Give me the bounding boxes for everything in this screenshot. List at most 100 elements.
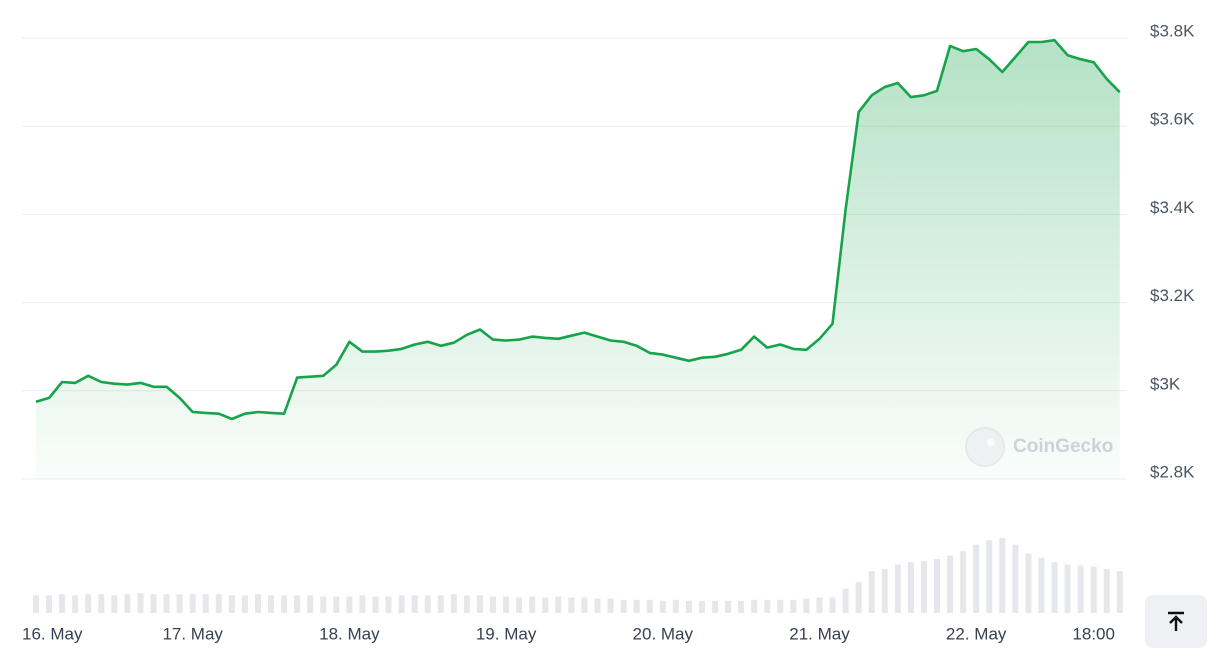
volume-bar: [555, 596, 562, 613]
volume-bar: [333, 596, 340, 613]
volume-bar: [685, 600, 692, 613]
volume-bar: [137, 593, 144, 613]
volume-bar: [411, 595, 418, 613]
arrow-up-icon: [1168, 611, 1184, 631]
volume-bar: [947, 555, 954, 613]
volume-bar: [868, 571, 875, 613]
volume-bar: [751, 599, 758, 613]
volume-bar: [698, 600, 705, 613]
volume-bar: [359, 595, 366, 613]
volume-bar: [163, 594, 170, 613]
y-tick-label: $3.2K: [1150, 286, 1195, 305]
volume-bar: [398, 595, 405, 613]
volume-bar: [829, 597, 836, 613]
volume-bar: [463, 595, 470, 613]
volume-bar: [542, 597, 549, 613]
volume-bar: [1051, 562, 1058, 613]
volume-bar: [764, 599, 771, 613]
x-tick-label: 17. May: [162, 624, 223, 643]
watermark: CoinGecko: [965, 427, 1113, 467]
y-tick-label: $3.4K: [1150, 198, 1195, 217]
volume-bar: [490, 596, 497, 613]
volume-bar: [385, 596, 392, 613]
y-tick-label: $3.6K: [1150, 110, 1195, 129]
volume-bar: [960, 551, 967, 613]
volume-bar: [450, 594, 457, 613]
volume-bar: [72, 595, 79, 613]
x-tick-label: 19. May: [476, 624, 537, 643]
volume-bar: [307, 595, 314, 613]
volume-bar: [529, 596, 536, 613]
volume-bar: [1012, 544, 1019, 613]
volume-bar: [228, 595, 235, 613]
volume-bar: [816, 597, 823, 613]
volume-bar: [254, 594, 261, 613]
y-tick-label: $3.8K: [1150, 21, 1195, 40]
volume-bar: [98, 594, 105, 613]
volume-bar: [516, 597, 523, 613]
x-tick-label: 18:00: [1072, 624, 1115, 643]
volume-bar: [150, 594, 157, 613]
volume-bar: [633, 599, 640, 613]
volume-bar: [437, 595, 444, 613]
x-tick-label: 21. May: [789, 624, 850, 643]
volume-bar: [320, 596, 327, 613]
volume-bar: [855, 582, 862, 613]
watermark-text: CoinGecko: [1013, 436, 1113, 457]
volume-bar: [738, 600, 745, 613]
volume-bar: [294, 595, 301, 613]
volume-bar: [973, 544, 980, 613]
x-tick-label: 16. May: [22, 624, 83, 643]
area-fill: [36, 40, 1120, 479]
volume-bar: [894, 564, 901, 613]
volume-bar: [568, 597, 575, 613]
volume-bar: [268, 595, 275, 613]
volume-bar: [1064, 564, 1071, 613]
volume-bar: [672, 599, 679, 613]
volume-bar: [59, 594, 66, 613]
volume-bar: [124, 594, 131, 613]
volume-bar: [176, 594, 183, 613]
volume-bar: [215, 594, 222, 613]
y-tick-label: $3K: [1150, 374, 1181, 393]
volume-bar: [46, 595, 53, 613]
volume-bar: [920, 561, 927, 613]
price-line: [35, 38, 1121, 421]
volume-bar: [424, 595, 431, 613]
volume-bar: [1116, 571, 1123, 613]
volume-bar: [620, 599, 627, 613]
volume-bar: [646, 599, 653, 613]
scroll-top-button[interactable]: [1145, 595, 1207, 648]
x-tick-label: 18. May: [319, 624, 380, 643]
volume-bar: [346, 596, 353, 613]
volume-bar: [725, 600, 732, 613]
volume-bar: [1090, 566, 1097, 613]
volume-bar: [202, 594, 209, 613]
volume-bar: [581, 597, 588, 613]
volume-bar: [790, 599, 797, 613]
volume-bar: [594, 598, 601, 613]
volume-bar: [607, 598, 614, 613]
volume-bar: [1103, 568, 1110, 613]
volume-bar: [111, 595, 118, 613]
volume-bar: [85, 594, 92, 613]
volume-bar: [1025, 553, 1032, 613]
y-tick-label: $2.8K: [1150, 462, 1195, 481]
volume-bar: [1077, 565, 1084, 613]
volume-bar: [803, 598, 810, 613]
volume-bar: [659, 600, 666, 613]
volume-bar: [777, 599, 784, 613]
volume-bar: [986, 540, 993, 613]
volume-bar: [189, 594, 196, 613]
volume-bar: [241, 595, 248, 613]
volume-bar: [281, 595, 288, 613]
volume-bar: [712, 600, 719, 613]
volume-bar: [33, 595, 39, 613]
volume-bar: [842, 588, 849, 613]
volume-bar: [1038, 557, 1045, 613]
volume-bar: [999, 538, 1006, 613]
volume-bar: [503, 596, 510, 613]
x-tick-label: 20. May: [633, 624, 694, 643]
